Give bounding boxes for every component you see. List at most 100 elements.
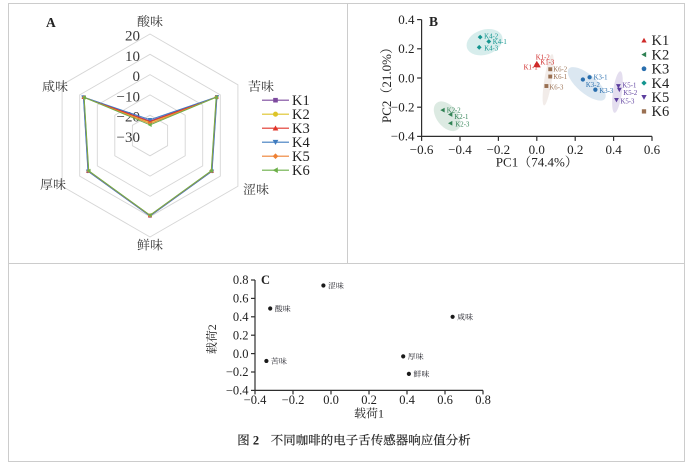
- legend-label: K4: [292, 135, 310, 151]
- loading-point: [268, 306, 273, 311]
- diamond-marker: [486, 39, 492, 44]
- point-label-k5-1: K5-1: [622, 82, 636, 89]
- legend-item-b-k6: K6: [641, 104, 670, 120]
- radar-grid-ring: [114, 94, 186, 177]
- point-label-k2-2: K2-2: [447, 108, 462, 115]
- radar-axis-label: [243, 183, 269, 196]
- diamond-marker: [272, 153, 279, 160]
- y-tick-label: 0.2: [398, 41, 414, 56]
- diamond-marker: [641, 80, 647, 86]
- y-axis-title: PC2 21.0%: [379, 49, 394, 123]
- y-tick-label: −0.4: [391, 129, 415, 144]
- loading-point: [321, 283, 326, 288]
- radar-grid-ring: [96, 74, 204, 197]
- circle-marker: [593, 87, 598, 92]
- legend-label: K1: [652, 33, 670, 49]
- loading-point: [401, 354, 406, 359]
- point-label-k6-2: K6-2: [553, 67, 568, 74]
- legend-item-b-k4: K4: [641, 76, 670, 92]
- triangle-down-marker: [615, 84, 621, 89]
- point-label-k3-3: K3-3: [599, 88, 614, 95]
- x-tick-label: 0.8: [475, 393, 491, 407]
- triangle-left-marker: [272, 167, 278, 174]
- y-tick-label: 0.4: [398, 12, 415, 27]
- radar-axis-label: [137, 238, 163, 251]
- triangle-left-marker: [147, 122, 152, 128]
- y-axis-title: 2: [205, 324, 219, 354]
- svg-text:2: 2: [205, 324, 219, 330]
- legend-label: K6: [652, 104, 670, 120]
- square-marker: [641, 109, 647, 114]
- svg-text:PC2: PC2: [379, 101, 394, 123]
- diamond-marker: [477, 34, 483, 40]
- panel-c-loading-plot: −0.4 −0.2 0.0 0.2 0.4 0.6 0.8 0.8 0.6 0.4 0.2 0.0 −0…: [205, 273, 491, 421]
- legend-item-k3: K3: [262, 121, 310, 137]
- triangle-down-marker: [614, 97, 619, 103]
- y-tick-label: 0.2: [233, 328, 249, 342]
- legend-item-b-k5: K5: [641, 90, 669, 106]
- legend-label: K5: [292, 149, 310, 165]
- x-tick-label: −0.2: [487, 142, 511, 157]
- loading-point-label: [413, 370, 430, 378]
- legend-label: K6: [292, 163, 310, 179]
- outer-border: [8, 3, 685, 462]
- radar-grid-ring: [79, 53, 221, 218]
- loading-point-label: [457, 313, 473, 321]
- point-label-k4-2: K4-2: [484, 34, 499, 41]
- point-label-k3-1: K3-1: [594, 75, 608, 82]
- y-tick-label: 0.8: [233, 273, 249, 287]
- triangle-up-marker: [535, 63, 541, 68]
- y-tick-label: 0.0: [398, 70, 414, 85]
- cluster-ellipse-k3: [567, 67, 606, 101]
- loading-point: [406, 371, 411, 376]
- y-tick-label: 0.4: [233, 310, 249, 324]
- x-tick-label: −0.4: [448, 142, 472, 157]
- triangle-down-marker: [641, 95, 647, 100]
- svg-text:21.0%: 21.0%: [379, 54, 394, 88]
- x-tick-label: 0.0: [529, 142, 545, 157]
- legend-item-k5: K5: [262, 149, 310, 165]
- triangle-left-marker: [447, 112, 453, 117]
- figure-frame: [8, 3, 685, 462]
- cluster-ellipse-k6: [542, 54, 554, 106]
- x-tick-label: −0.2: [282, 393, 305, 407]
- legend-label: K3: [652, 62, 670, 78]
- legend-label: K2: [292, 107, 310, 123]
- point-label-k2-3: K2-3: [455, 122, 470, 129]
- legend-item-k2: K2: [262, 107, 310, 123]
- square-marker: [548, 67, 553, 72]
- triangle-left-marker: [86, 168, 91, 173]
- legend-label: K5: [652, 90, 670, 106]
- x-tick-label: 0.0: [323, 393, 339, 407]
- radar-tick-label: −30: [117, 130, 140, 146]
- caption-title: [271, 433, 471, 446]
- radar-grid-ring: [131, 114, 169, 157]
- legend-item-k1: K1: [262, 93, 310, 109]
- point-label-k1-2: K1-2: [536, 55, 551, 62]
- radar-axis-label: [42, 80, 68, 93]
- loading-point: [450, 314, 455, 319]
- x-tick-label: −0.4: [244, 393, 267, 407]
- radar-tick-label: −10: [117, 89, 140, 105]
- triangle-left-marker: [447, 120, 453, 126]
- point-label-k4-3: K4-3: [484, 46, 499, 53]
- triangle-left-marker: [213, 95, 218, 100]
- legend-label: K4: [652, 76, 670, 92]
- panel-a-label: A: [46, 15, 56, 30]
- loading-point: [264, 358, 269, 364]
- x-tick-label: −0.6: [410, 142, 434, 157]
- cluster-ellipse-k4: [466, 29, 503, 56]
- loading-point-label: [271, 357, 287, 365]
- triangle-left-marker: [440, 107, 445, 113]
- circle-marker: [272, 111, 279, 117]
- radar-tick-label: 0: [133, 69, 141, 85]
- radar-tick-label: 20: [125, 29, 140, 45]
- circle-marker: [580, 77, 586, 82]
- loading-point-label: [275, 304, 291, 313]
- triangle-down-marker: [147, 117, 153, 122]
- triangle-left-marker: [82, 95, 86, 100]
- x-tick-label: 0.6: [437, 393, 453, 407]
